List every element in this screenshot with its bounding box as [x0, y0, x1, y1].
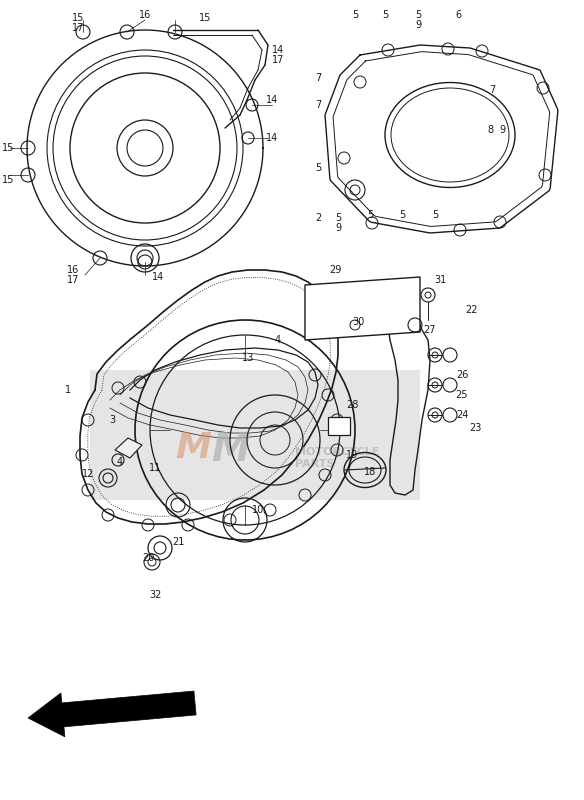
Bar — [328, 417, 350, 435]
Text: 29: 29 — [329, 265, 341, 275]
Text: 16: 16 — [139, 10, 151, 20]
Text: 15: 15 — [2, 143, 14, 153]
Text: 7: 7 — [489, 85, 495, 95]
Text: 24: 24 — [456, 410, 468, 420]
Text: 2: 2 — [315, 213, 321, 223]
Text: 11: 11 — [149, 463, 161, 473]
Polygon shape — [115, 438, 142, 458]
Text: 5: 5 — [367, 210, 373, 220]
Text: 23: 23 — [469, 423, 481, 433]
Text: 15: 15 — [2, 175, 14, 185]
Text: MOTORCYCLE
PARTS: MOTORCYCLE PARTS — [295, 447, 380, 469]
Polygon shape — [28, 691, 196, 737]
Text: 17: 17 — [72, 23, 84, 33]
Text: 30: 30 — [352, 317, 364, 327]
Text: 19: 19 — [346, 450, 358, 460]
Text: 5: 5 — [335, 213, 341, 223]
Text: 4: 4 — [117, 457, 123, 467]
Text: 5: 5 — [432, 210, 438, 220]
Text: 5: 5 — [352, 10, 358, 20]
Text: 12: 12 — [82, 469, 94, 479]
Text: 5: 5 — [415, 10, 421, 20]
Text: 7: 7 — [315, 100, 321, 110]
Text: 14: 14 — [272, 45, 284, 55]
Text: 20: 20 — [142, 553, 154, 563]
Text: 15: 15 — [199, 13, 211, 23]
Text: 25: 25 — [456, 390, 468, 400]
Text: 3: 3 — [109, 415, 115, 425]
Text: 8: 8 — [487, 125, 493, 135]
Text: 14: 14 — [152, 272, 164, 282]
Text: M: M — [211, 431, 249, 469]
Text: 13: 13 — [242, 353, 254, 363]
Text: 10: 10 — [252, 505, 264, 515]
Text: 9: 9 — [335, 223, 341, 233]
Text: 5: 5 — [382, 10, 388, 20]
Text: M: M — [175, 431, 211, 465]
Text: 4: 4 — [275, 335, 281, 345]
Text: 5: 5 — [399, 210, 405, 220]
Text: 9: 9 — [415, 20, 421, 30]
Text: 31: 31 — [434, 275, 446, 285]
FancyBboxPatch shape — [90, 370, 420, 500]
Text: 18: 18 — [364, 467, 376, 477]
Text: 28: 28 — [346, 400, 358, 410]
Text: 26: 26 — [456, 370, 468, 380]
Text: 9: 9 — [499, 125, 505, 135]
Text: 7: 7 — [315, 73, 321, 83]
Text: 14: 14 — [266, 95, 278, 105]
Text: 17: 17 — [272, 55, 284, 65]
Text: 5: 5 — [315, 163, 321, 173]
Text: 17: 17 — [67, 275, 79, 285]
Text: 27: 27 — [424, 325, 436, 335]
Text: 6: 6 — [455, 10, 461, 20]
Polygon shape — [305, 277, 420, 340]
Text: 15: 15 — [72, 13, 84, 23]
Text: 22: 22 — [466, 305, 478, 315]
Text: 32: 32 — [149, 590, 161, 600]
Text: 16: 16 — [67, 265, 79, 275]
Text: 14: 14 — [266, 133, 278, 143]
Text: 1: 1 — [65, 385, 71, 395]
Text: 21: 21 — [172, 537, 184, 547]
